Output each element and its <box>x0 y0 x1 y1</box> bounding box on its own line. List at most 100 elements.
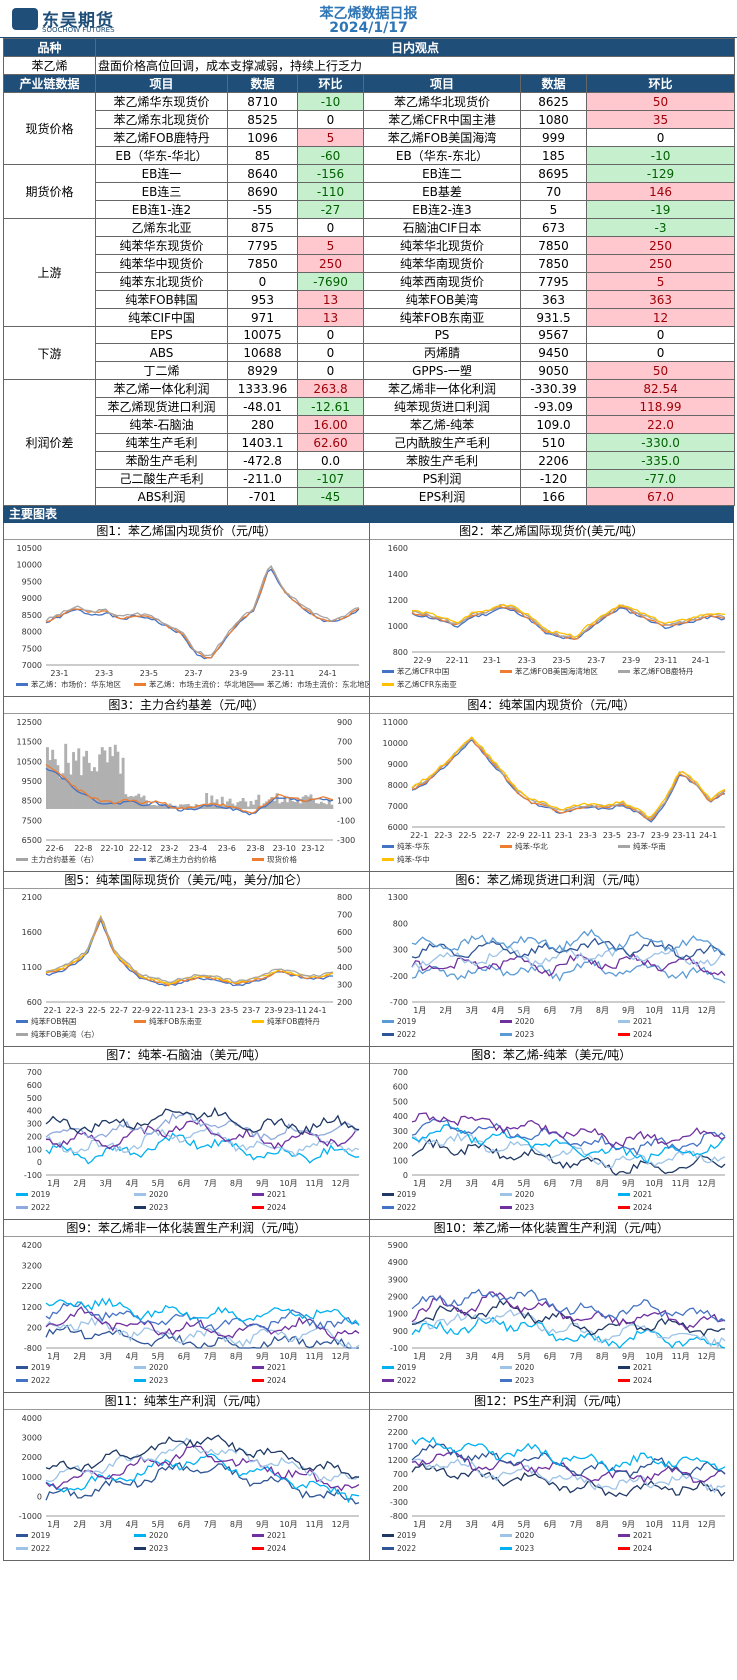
item-label: 纯苯华东现货价 <box>95 236 228 255</box>
x-tick-label: 5月 <box>152 1520 165 1529</box>
x-tick-label: 3月 <box>99 1352 112 1361</box>
item-change: -60 <box>297 146 364 165</box>
item-change: -129 <box>585 164 736 183</box>
table-row: 纯苯华东现货价 7795 5 纯苯华北现货价 7850 250 <box>4 236 736 255</box>
y-tick-label: 7500 <box>22 816 42 825</box>
chart-panel: 图6：苯乙烯现货进口利润（元/吨） 1300 800 300 -200 -700 1月 2月 3… <box>368 872 734 1047</box>
x-tick-label: 1月 <box>47 1520 60 1529</box>
x-tick-label: 8月 <box>595 1179 608 1188</box>
item-label: 苯乙烯现货进口利润 <box>95 397 228 416</box>
legend-label: 2023 <box>515 1203 534 1212</box>
chart-panel: 图12：PS生产利润（元/吨） 2700 2200 1700 1200 700 200 -30… <box>368 1393 734 1561</box>
logo-text-en: SOOCHOW FUTURES <box>42 26 115 34</box>
x-tick-label: 10月 <box>645 1006 663 1015</box>
y-tick-label: 3000 <box>22 1434 42 1443</box>
x-tick-label: 8月 <box>230 1520 243 1529</box>
item-change: 0 <box>585 343 736 362</box>
item-change: -3 <box>585 218 736 237</box>
table-row: 苯乙烯现货进口利润 -48.01 -12.61 纯苯现货进口利润 -93.09 118.9… <box>4 397 736 416</box>
basis-bar <box>283 795 287 809</box>
item-label: EPS <box>95 326 228 344</box>
legend-swatch <box>252 1534 264 1537</box>
basis-bar <box>90 771 94 809</box>
legend-swatch <box>617 1366 630 1369</box>
legend-swatch <box>499 1534 512 1537</box>
chart-panel: 图3：主力合约基差（元/吨） 12500 11500 10500 9500 8500 750… <box>3 697 369 872</box>
item-label: 苯胺生产毛利 <box>363 451 521 470</box>
chart-svg: 4200 3200 2200 1200 200 -800 1月 2月 3月 4月 5月 6月 7月 8月 9… <box>16 1241 360 1385</box>
basis-bar <box>286 802 289 809</box>
basis-bar <box>246 806 250 809</box>
x-tick-label: 23-3 <box>95 669 113 678</box>
y-tick-label: 700 <box>392 1068 407 1077</box>
x-tick-label: 22-11 <box>445 656 468 665</box>
y-tick-label: 900 <box>392 1327 407 1336</box>
x-tick-label: 5月 <box>517 1006 530 1015</box>
x-tick-label: 22-9 <box>132 1006 150 1015</box>
basis-bar <box>252 804 256 809</box>
y-tick-label: 600 <box>392 1083 407 1092</box>
legend-label: 2024 <box>633 1030 652 1039</box>
report-title: 苯乙烯数据日报 <box>319 6 418 22</box>
logo-text-cn: 东吴期货 <box>42 11 114 31</box>
x-tick-label: 12月 <box>697 1179 715 1188</box>
item-value: 5 <box>520 200 587 219</box>
chart-panel: 图8：苯乙烯-纯苯（美元/吨） 700 600 500 400 300 200 100 0 1月 2… <box>368 1047 734 1220</box>
item-value: 8640 <box>227 164 298 183</box>
item-change: -12.61 <box>297 397 364 416</box>
item-label: EB连二 <box>363 164 521 183</box>
legend-swatch <box>381 683 394 686</box>
legend-swatch <box>381 1033 394 1036</box>
item-change: 0 <box>297 343 364 362</box>
y-tick-label: 1600 <box>22 928 42 937</box>
basis-bar <box>254 799 258 809</box>
item-change: 67.0 <box>585 487 736 506</box>
legend-label: 2022 <box>397 1203 416 1212</box>
item-value: 7795 <box>227 236 298 255</box>
x-tick-label: 1月 <box>413 1179 426 1188</box>
x-tick-label: 2月 <box>73 1352 86 1361</box>
basis-bar <box>100 747 104 809</box>
item-label: EB连三 <box>95 182 228 201</box>
y-tick-label: 1200 <box>387 596 407 605</box>
item-value: 510 <box>520 433 587 452</box>
legend-label: 纯苯FOB东南亚 <box>149 1016 202 1026</box>
table-row: EB连1-连2 -55 -27 EB连2-连3 5 -19 <box>4 200 736 219</box>
basis-bar <box>145 800 149 809</box>
item-value: 9450 <box>520 343 587 362</box>
x-tick-label: 22-5 <box>458 831 476 840</box>
x-tick-label: 4月 <box>126 1352 139 1361</box>
legend-label: 纯苯-华东 <box>397 841 430 851</box>
item-label: 苯乙烯FOB鹿特丹 <box>95 128 228 147</box>
legend-swatch <box>252 1366 264 1369</box>
legend-swatch <box>617 1547 630 1550</box>
basis-bar <box>176 806 180 809</box>
series-line <box>45 564 360 657</box>
view-header-product: 品种 <box>3 38 96 57</box>
x-tick-label: 23-1 <box>482 656 500 665</box>
x-tick-label: 4月 <box>491 1006 504 1015</box>
item-value: -55 <box>227 200 298 219</box>
y-tick-label: 2100 <box>22 893 42 902</box>
y-tick-label: 400 <box>392 1112 407 1121</box>
x-tick-label: 22-3 <box>66 1006 84 1015</box>
legend-label: 2022 <box>31 1544 50 1553</box>
x-tick-label: 8月 <box>595 1352 608 1361</box>
y-tick-label: 7500 <box>22 644 42 653</box>
legend-label: 2019 <box>397 1531 416 1540</box>
basis-bar <box>166 806 169 809</box>
item-label: 苯乙烯东北现货价 <box>95 110 228 129</box>
legend-swatch <box>381 1020 394 1023</box>
item-change: 250 <box>585 254 736 273</box>
x-tick-label: 6月 <box>178 1352 191 1361</box>
item-label: EB（华东-东北） <box>363 146 521 165</box>
x-tick-label: 1月 <box>413 1520 426 1529</box>
basis-bar <box>312 798 316 809</box>
basis-bar <box>241 798 245 809</box>
legend-swatch <box>381 1534 394 1537</box>
legend-swatch <box>134 1547 146 1550</box>
x-tick-label: 7月 <box>204 1520 217 1529</box>
legend-swatch <box>617 670 630 673</box>
item-change: 0 <box>297 361 364 380</box>
y-tick-label: 1200 <box>387 1456 407 1465</box>
